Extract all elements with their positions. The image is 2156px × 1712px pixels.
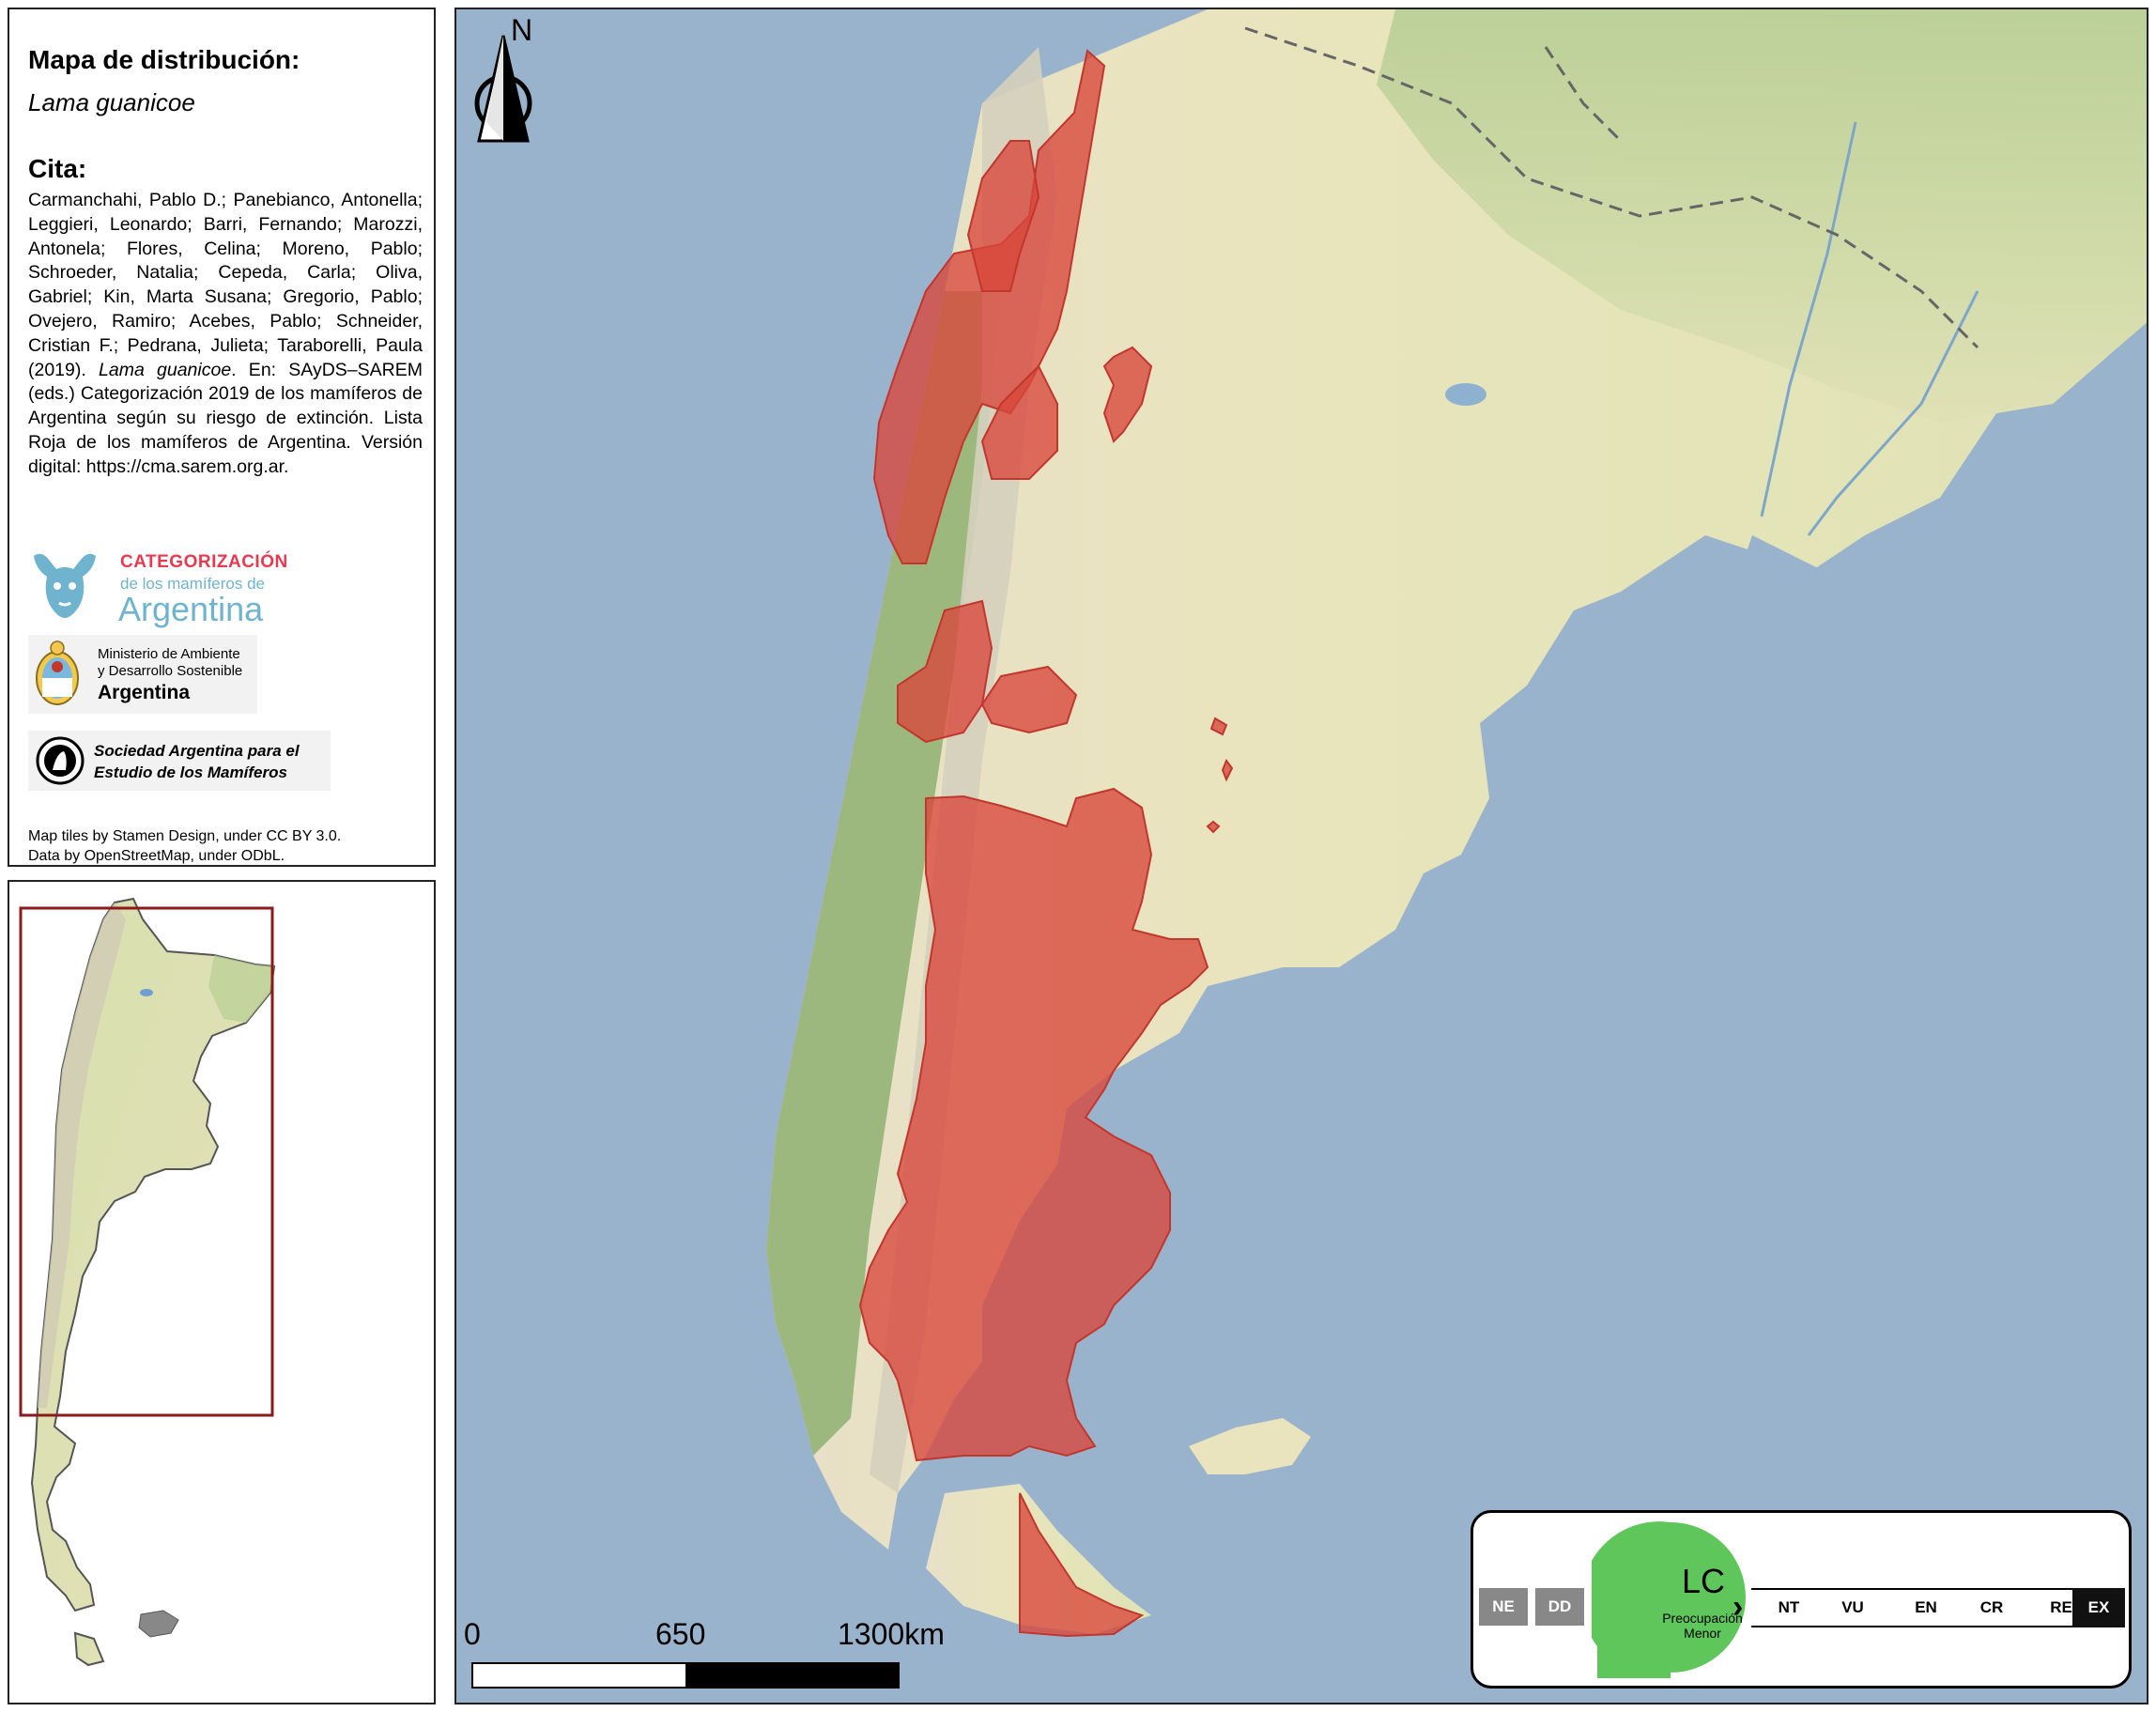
national-border — [1544, 46, 1623, 143]
inset-lake — [140, 989, 153, 996]
inset-tierra-del-fuego — [73, 1631, 105, 1667]
inset-extent-frame — [19, 906, 274, 1417]
main-map[interactable]: N 0 650 1300km NE DD LC Preocupación Meno… — [454, 8, 2148, 1704]
national-border — [1244, 26, 1979, 349]
guanaco-head-icon — [34, 553, 96, 618]
ministerio-logo-line1: Ministerio de Ambiente — [98, 646, 240, 662]
range-sierras — [980, 364, 1058, 480]
distribution-range — [858, 49, 1234, 1638]
inset-map-canvas — [19, 897, 276, 1667]
status-nt: NT — [1778, 1598, 1800, 1616]
sarem-logo-text: Sociedad Argentina para el Estudio de los… — [94, 740, 329, 783]
status-ex: EX — [2072, 1588, 2125, 1627]
lc-name-line2: Menor — [1684, 1626, 1721, 1641]
range-coastal-point — [1209, 717, 1228, 736]
rio-de-la-plata — [1743, 535, 1827, 592]
ministerio-logo-country: Argentina — [98, 682, 191, 703]
argentina-seal-icon — [36, 640, 79, 705]
chile-forest-strip — [766, 291, 1001, 1456]
mar-chiquita-lake — [1445, 383, 1486, 406]
ministerio-logo: Ministerio de Ambiente y Desarrollo Soste… — [28, 635, 257, 714]
credits-line-tiles: Map tiles by Stamen Design, under CC BY … — [28, 828, 342, 844]
range-coastal-point — [1206, 820, 1221, 834]
info-panel: Mapa de distribución: Lama guanicoe Cita… — [8, 8, 436, 867]
uruguay-river — [1807, 290, 1979, 536]
sarem-logo: Sociedad Argentina para el Estudio de los… — [28, 731, 331, 791]
range-north-andes-spur — [966, 140, 1040, 292]
credits-line-data: Data by OpenStreetMap, under ODbL. — [28, 848, 285, 864]
conservation-status-legend: NE DD LC Preocupación Menor › NT VU EN CR… — [1471, 1510, 2132, 1689]
scale-bar-black-segment — [685, 1664, 900, 1687]
lc-code: LC — [1681, 1562, 1726, 1600]
scale-label-end: 1300km — [838, 1617, 945, 1651]
citation-species: Lama guanicoe — [99, 359, 232, 380]
categorizacion-logo: CATEGORIZACIÓN de los mamíferos de Argen… — [28, 541, 291, 628]
species-name: Lama guanicoe — [28, 88, 195, 116]
range-coastal-point — [1221, 758, 1234, 782]
lc-status-drop-icon — [1592, 1521, 1746, 1678]
citation-source: . En: SAyDS–SAREM (eds.) Categorización … — [28, 359, 423, 477]
sarem-logo-line1: Sociedad Argentina para el — [94, 742, 300, 760]
map-credits: Map tiles by Stamen Design, under CC BY … — [28, 826, 341, 866]
northern-forest-region — [1377, 9, 2147, 423]
categorizacion-logo-line1: CATEGORIZACIÓN — [120, 552, 288, 572]
main-map-canvas[interactable] — [456, 9, 2148, 1704]
inset-northeast-region — [208, 955, 274, 1023]
status-re: RE — [2050, 1598, 2072, 1616]
range-patagonia — [858, 787, 1209, 1462]
ministerio-logo-text: Ministerio de Ambiente y Desarrollo Soste… — [98, 646, 242, 680]
ministerio-logo-line2: y Desarrollo Sostenible — [98, 663, 243, 679]
range-tierra-del-fuego — [1019, 1492, 1145, 1638]
citation-text: Carmanchahi, Pablo D.; Panebianco, Anton… — [28, 189, 423, 480]
inset-map — [8, 880, 436, 1704]
malvinas-islands — [1189, 1418, 1311, 1474]
range-central-west — [897, 599, 993, 744]
status-vu: VU — [1841, 1598, 1864, 1616]
sarem-logo-line2: Estudio de los Mamíferos — [94, 763, 287, 781]
scale-bar — [471, 1662, 900, 1689]
citation-authors: Carmanchahi, Pablo D.; Panebianco, Anton… — [28, 190, 423, 380]
scale-label-mid: 650 — [655, 1617, 706, 1651]
categorizacion-logo-line2: de los mamíferos de — [120, 575, 266, 593]
lc-name-line1: Preocupación — [1662, 1611, 1743, 1626]
north-label: N — [511, 13, 533, 47]
inset-andes-shading — [38, 902, 126, 1408]
lc-name: Preocupación Menor — [1644, 1611, 1761, 1641]
status-cr: CR — [1979, 1598, 2004, 1616]
categorizacion-logo-line3: Argentina — [118, 590, 264, 628]
status-ne-box: NE — [1479, 1588, 1528, 1626]
scale-label-start: 0 — [464, 1617, 481, 1651]
sarem-emblem-icon — [36, 736, 85, 785]
status-dd-box: DD — [1535, 1588, 1584, 1626]
range-east-patch — [1102, 346, 1153, 443]
range-central-east — [980, 665, 1078, 734]
citation-heading: Cita: — [28, 154, 87, 183]
map-title: Mapa de distribución: — [28, 45, 300, 74]
inset-malvinas — [138, 1610, 179, 1638]
parana-river — [1760, 121, 1857, 517]
north-arrow-icon — [474, 35, 532, 143]
status-en: EN — [1915, 1598, 1937, 1616]
chevron-right-icon: › — [1732, 1589, 1744, 1625]
